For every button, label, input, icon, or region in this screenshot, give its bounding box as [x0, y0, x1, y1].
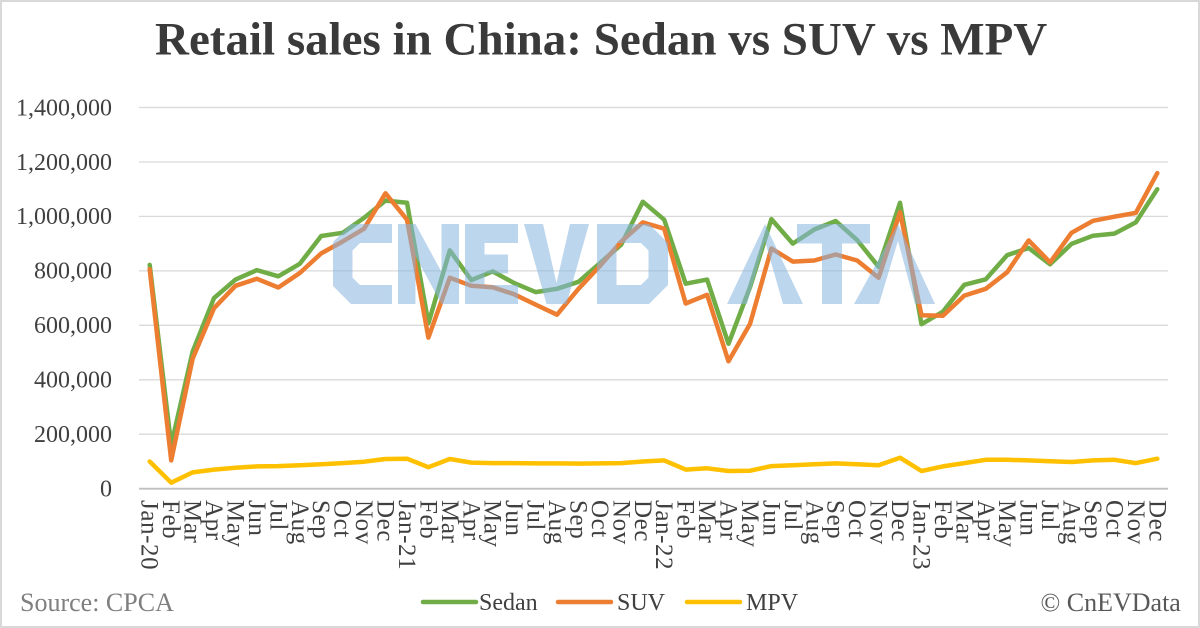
svg-text:Nov: Nov [350, 500, 377, 545]
svg-text:SUV: SUV [617, 590, 666, 616]
svg-text:May: May [222, 500, 249, 548]
svg-text:Sep: Sep [565, 500, 592, 539]
svg-text:Source: CPCA: Source: CPCA [20, 588, 174, 617]
svg-text:May: May [736, 500, 763, 548]
svg-text:May: May [993, 500, 1020, 548]
svg-text:400,000: 400,000 [34, 368, 112, 394]
svg-text:Feb: Feb [157, 500, 184, 539]
svg-text:MPV: MPV [746, 590, 799, 616]
svg-text:800,000: 800,000 [34, 259, 112, 285]
svg-text:Mar: Mar [436, 500, 463, 544]
svg-text:© CnEVData: © CnEVData [1041, 588, 1182, 617]
svg-text:Apr: Apr [972, 500, 999, 541]
svg-text:Mar: Mar [693, 500, 720, 544]
svg-text:Jun: Jun [500, 500, 527, 537]
svg-text:Nov: Nov [865, 500, 892, 545]
svg-text:Nov: Nov [1122, 500, 1149, 545]
svg-text:Aug: Aug [800, 500, 827, 545]
svg-text:Apr: Apr [457, 500, 484, 541]
svg-text:May: May [479, 500, 506, 548]
svg-text:Sep: Sep [822, 500, 849, 539]
svg-text:Dec: Dec [629, 500, 656, 542]
svg-text:Jan-21: Jan-21 [393, 500, 420, 570]
svg-text:1,400,000: 1,400,000 [16, 95, 112, 121]
svg-text:Jan-23: Jan-23 [908, 500, 935, 570]
svg-text:200,000: 200,000 [34, 422, 112, 448]
svg-text:Feb: Feb [672, 500, 699, 539]
svg-text:Nov: Nov [607, 500, 634, 545]
svg-text:Sedan: Sedan [479, 590, 538, 616]
svg-text:Dec: Dec [886, 500, 913, 542]
svg-text:Oct: Oct [843, 500, 870, 538]
svg-text:Jul: Jul [1036, 500, 1063, 531]
svg-text:0: 0 [100, 477, 112, 503]
svg-text:Jul: Jul [522, 500, 549, 531]
svg-text:Aug: Aug [286, 500, 313, 545]
svg-text:1,000,000: 1,000,000 [16, 204, 112, 230]
svg-text:Jul: Jul [264, 500, 291, 531]
svg-text:Oct: Oct [586, 500, 613, 538]
svg-text:Jun: Jun [757, 500, 784, 537]
svg-text:1,200,000: 1,200,000 [16, 150, 112, 176]
svg-text:600,000: 600,000 [34, 313, 112, 339]
svg-text:Sep: Sep [1079, 500, 1106, 539]
svg-text:Mar: Mar [179, 500, 206, 544]
svg-text:Apr: Apr [715, 500, 742, 541]
svg-text:Jun: Jun [1015, 500, 1042, 537]
svg-text:Apr: Apr [200, 500, 227, 541]
svg-text:Sep: Sep [307, 500, 334, 539]
svg-text:Aug: Aug [543, 500, 570, 545]
svg-text:Jul: Jul [779, 500, 806, 531]
svg-text:Oct: Oct [1100, 500, 1127, 538]
svg-text:Dec: Dec [372, 500, 399, 542]
svg-text:Feb: Feb [414, 500, 441, 539]
svg-text:Retail sales in China: Sedan v: Retail sales in China: Sedan vs SUV vs M… [155, 14, 1047, 66]
svg-text:Feb: Feb [929, 500, 956, 539]
svg-text:Jan-22: Jan-22 [650, 500, 677, 570]
svg-text:Oct: Oct [329, 500, 356, 538]
svg-text:Mar: Mar [950, 500, 977, 544]
svg-text:Jan-20: Jan-20 [136, 500, 163, 570]
svg-text:Dec: Dec [1143, 500, 1170, 542]
svg-text:Jun: Jun [243, 500, 270, 537]
svg-text:Aug: Aug [1058, 500, 1085, 545]
